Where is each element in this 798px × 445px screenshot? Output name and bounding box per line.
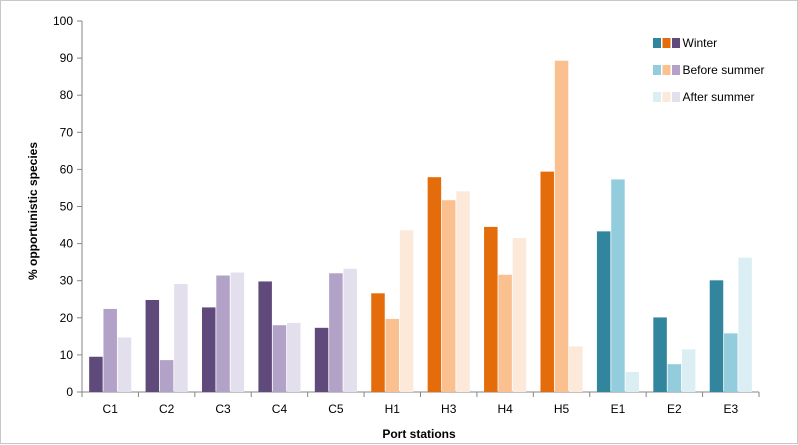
legend-label: Winter: [683, 36, 718, 50]
x-tick-label: C5: [328, 402, 344, 416]
legend: Winter Before summer After summer: [653, 36, 765, 104]
legend-swatch: [653, 92, 661, 102]
legend-label: After summer: [683, 90, 755, 104]
y-tick-label: 90: [60, 51, 74, 65]
bar-h4-before-summer: [498, 274, 512, 392]
y-tick-label: 80: [60, 88, 74, 102]
y-tick-label: 50: [60, 200, 74, 214]
bar-c1-after-summer: [117, 337, 132, 392]
y-tick-label: 100: [53, 14, 73, 28]
bar-c3-after-summer: [230, 272, 245, 392]
bar-e2-winter: [653, 317, 667, 392]
x-tick-label: C1: [103, 402, 119, 416]
y-tick-label: 20: [60, 311, 74, 325]
bar-h1-winter: [371, 293, 385, 392]
legend-swatch: [672, 65, 680, 75]
bar-c2-winter: [145, 299, 160, 392]
legend-swatch: [653, 38, 661, 48]
bar-e2-before-summer: [667, 364, 682, 392]
x-tick-label: C2: [159, 402, 175, 416]
legend-swatch: [662, 92, 671, 102]
legend-label: Before summer: [683, 63, 765, 77]
x-tick-label: C4: [272, 402, 288, 416]
y-tick-label: 10: [60, 348, 74, 362]
legend-swatch: [662, 38, 671, 48]
bar-e2-after-summer: [681, 349, 696, 392]
bar-c5-before-summer: [329, 273, 343, 392]
x-axis-title: Port stations: [382, 427, 456, 441]
bar-c3-before-summer: [216, 275, 230, 392]
bar-e3-before-summer: [724, 333, 738, 392]
y-tick-label: 0: [66, 385, 73, 399]
bar-e3-winter: [709, 280, 724, 392]
bar-h3-before-summer: [441, 200, 456, 392]
y-tick-label: 70: [60, 125, 74, 139]
bar-h1-after-summer: [399, 230, 414, 392]
bar-c2-before-summer: [159, 360, 174, 392]
bar-c4-winter: [258, 281, 272, 392]
bar-h1-before-summer: [385, 318, 400, 392]
legend-swatch: [672, 38, 680, 48]
y-tick-label: 40: [60, 237, 74, 251]
bar-c1-winter: [89, 356, 103, 392]
bar-c2-after-summer: [174, 284, 188, 392]
x-tick-label: E1: [611, 402, 626, 416]
bar-c1-before-summer: [103, 308, 117, 392]
legend-swatch: [662, 65, 671, 75]
x-tick-label: E3: [723, 402, 738, 416]
x-tick-label: C3: [215, 402, 231, 416]
legend-swatch: [653, 65, 661, 75]
x-tick-label: H3: [441, 402, 457, 416]
bar-e1-winter: [596, 231, 611, 392]
y-axis-title: % opportunistic species: [26, 142, 40, 280]
bar-c4-before-summer: [272, 325, 287, 392]
bars: [89, 60, 752, 392]
x-tick-label: H1: [385, 402, 401, 416]
bar-e1-after-summer: [625, 371, 640, 392]
bar-h5-before-summer: [554, 60, 569, 392]
y-axis: 0 10 20 30 40 50 60 70 80 90 100: [53, 14, 83, 399]
legend-swatch: [672, 92, 680, 102]
bar-e3-after-summer: [738, 257, 752, 392]
x-tick-label: E2: [667, 402, 682, 416]
x-axis: C1 C2 C3 C4 C5 H1 H3 H4 H5 E1 E2 E3: [81, 391, 760, 416]
x-tick-label: H4: [497, 402, 513, 416]
x-tick-label: H5: [554, 402, 570, 416]
bar-c3-winter: [201, 307, 216, 392]
bar-h4-after-summer: [512, 238, 527, 392]
bar-c5-winter: [314, 327, 329, 392]
y-tick-label: 60: [60, 162, 74, 176]
bar-c5-after-summer: [343, 268, 357, 392]
bar-h3-winter: [427, 177, 442, 392]
bar-c4-after-summer: [287, 322, 301, 392]
y-tick-label: 30: [60, 274, 74, 288]
bar-h5-after-summer: [569, 346, 583, 392]
bar-e1-before-summer: [611, 179, 625, 392]
bar-h4-winter: [484, 226, 498, 392]
bar-h3-after-summer: [456, 191, 470, 392]
bar-h5-winter: [540, 171, 554, 392]
